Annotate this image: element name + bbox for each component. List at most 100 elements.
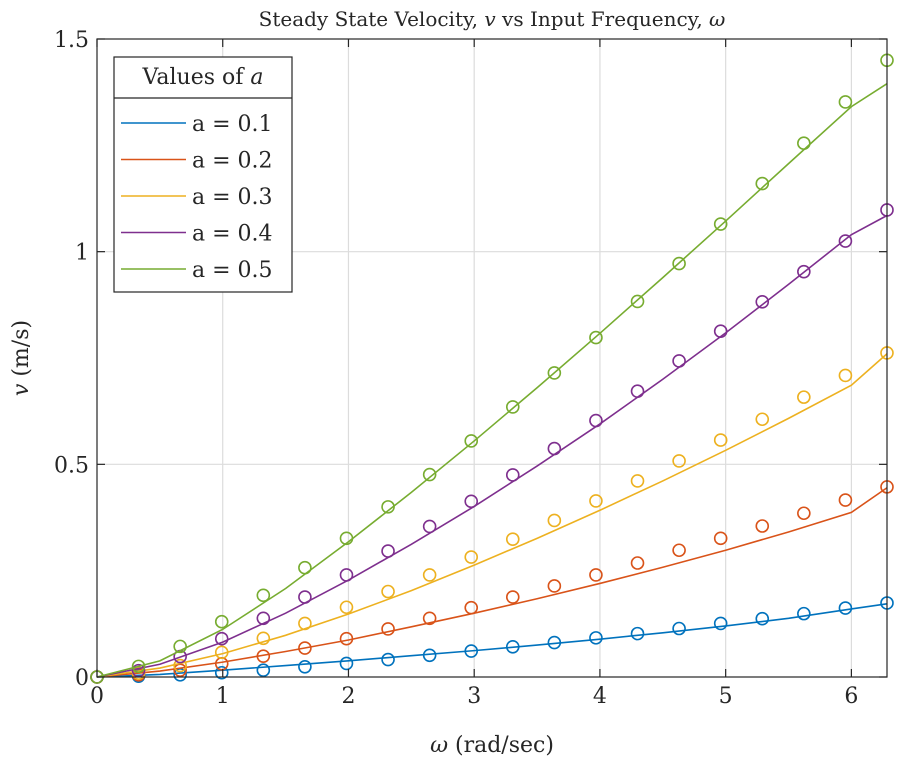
- y-axis-label: v (m/s): [9, 320, 34, 396]
- series-marker: [464, 600, 479, 615]
- y-tick-label: 0: [75, 666, 89, 691]
- legend-entry-label: a = 0.1: [192, 112, 273, 137]
- series-line: [96, 214, 888, 678]
- series-marker: [630, 474, 645, 488]
- series-marker: [589, 568, 603, 582]
- series-marker: [589, 330, 603, 345]
- ticks: 0 1 2 3 4 5 6 0 0.5 1 1.5: [54, 28, 887, 709]
- series-marker: [589, 494, 603, 508]
- series-marker: [298, 659, 312, 674]
- series-marker: [630, 294, 645, 309]
- series-marker: [505, 532, 520, 546]
- series-marker: [339, 531, 354, 546]
- series-line: [96, 82, 888, 678]
- series-marker: [838, 601, 853, 615]
- series-marker: [505, 639, 520, 654]
- series-marker: [713, 217, 728, 231]
- series-marker: [298, 590, 312, 604]
- series-marker: [797, 506, 811, 521]
- series-marker: [547, 579, 562, 593]
- series-marker: [256, 631, 271, 646]
- series-marker: [713, 616, 728, 631]
- series-marker: [672, 354, 686, 368]
- legend-title: Values of a: [142, 65, 264, 90]
- series-marker: [797, 606, 811, 621]
- series-marker: [173, 639, 187, 654]
- series-marker: [464, 434, 479, 448]
- series-marker: [589, 413, 603, 428]
- series-marker: [173, 658, 187, 673]
- series-marker: [547, 366, 562, 380]
- series-marker: [381, 622, 395, 636]
- series-marker: [464, 550, 479, 564]
- series-marker: [214, 631, 229, 646]
- series-marker: [755, 295, 770, 309]
- series-marker: [422, 648, 437, 663]
- x-tick-label: 3: [467, 684, 481, 709]
- series-marker: [339, 600, 354, 615]
- series-marker: [672, 256, 686, 271]
- series-marker: [797, 390, 811, 404]
- legend-entry-label: a = 0.3: [192, 185, 273, 210]
- series-marker: [713, 433, 728, 447]
- series-marker: [339, 656, 354, 671]
- series-marker: [589, 631, 603, 645]
- series-line: [96, 603, 888, 678]
- series-4: [90, 203, 894, 684]
- series-marker: [672, 621, 686, 636]
- series-marker: [505, 590, 520, 604]
- series-marker: [298, 616, 312, 631]
- series-marker: [381, 500, 395, 514]
- series-marker: [672, 543, 686, 558]
- series-marker: [630, 384, 645, 398]
- x-tick-label: 4: [593, 684, 607, 709]
- legend-entries: a = 0.1 a = 0.2 a = 0.3 a = 0.4 a = 0.5: [121, 112, 273, 283]
- series-marker: [630, 626, 645, 641]
- series-marker: [713, 531, 728, 546]
- legend: Values of a a = 0.1 a = 0.2 a = 0.3 a = 0.4…: [113, 56, 293, 293]
- series-marker: [214, 614, 229, 629]
- series-marker: [797, 136, 811, 151]
- series-marker: [214, 645, 229, 660]
- y-tick-label: 0.5: [54, 453, 89, 478]
- series-marker: [256, 663, 271, 677]
- x-tick-label: 2: [341, 684, 355, 709]
- series-marker: [838, 95, 853, 109]
- series-marker: [505, 400, 520, 414]
- series-marker: [755, 176, 770, 191]
- series-marker: [838, 234, 853, 248]
- series-marker: [381, 652, 395, 667]
- legend-box: [113, 56, 293, 293]
- series-marker: [547, 635, 562, 650]
- series-marker: [838, 493, 853, 507]
- y-tick-label: 1.5: [54, 28, 89, 53]
- series-marker: [131, 659, 146, 674]
- series-marker: [547, 513, 562, 528]
- series-marker: [464, 494, 479, 509]
- series-marker: [256, 588, 271, 603]
- series-marker: [256, 649, 271, 663]
- series-marker: [298, 560, 312, 575]
- chart-title: Steady State Velocity, v vs Input Freque…: [259, 7, 726, 31]
- series-marker: [298, 641, 312, 655]
- axes-box: [96, 38, 888, 678]
- series-marker: [339, 631, 354, 646]
- x-axis-label: ω (rad/sec): [430, 733, 554, 758]
- series-marker: [422, 568, 437, 582]
- series-marker: [630, 556, 645, 570]
- series-marker: [713, 324, 728, 339]
- series-marker: [755, 519, 770, 533]
- legend-entry-label: a = 0.2: [192, 149, 273, 174]
- series-line: [96, 487, 888, 678]
- x-tick-label: 5: [719, 684, 733, 709]
- x-tick-label: 0: [90, 684, 104, 709]
- x-tick-label: 1: [216, 684, 230, 709]
- series-marker: [422, 611, 437, 626]
- series-marker: [797, 264, 811, 279]
- series-marker: [464, 644, 479, 658]
- series-marker: [422, 519, 437, 534]
- series-marker: [214, 665, 229, 680]
- series-marker: [672, 454, 686, 468]
- series-3: [90, 346, 894, 684]
